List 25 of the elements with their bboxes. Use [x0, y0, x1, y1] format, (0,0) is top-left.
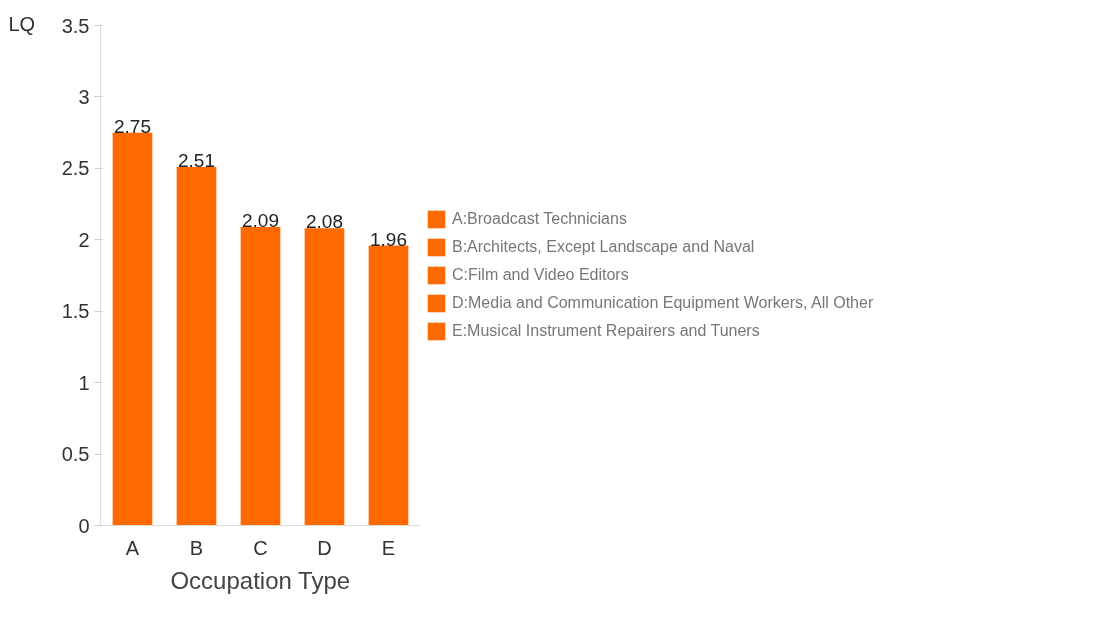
data-label: 2.75 [114, 115, 151, 137]
x-tick-label: C [253, 536, 268, 559]
data-label: 2.51 [178, 149, 215, 171]
legend-label: B:Architects, Except Landscape and Naval [452, 238, 755, 256]
legend-label: E:Musical Instrument Repairers and Tuners [452, 322, 760, 340]
y-tick-label: 2.5 [61, 157, 90, 180]
y-tick-label: 1 [78, 371, 90, 394]
x-tick-label: A [125, 536, 140, 559]
y-axis-title: LQ [8, 12, 36, 35]
y-tick-label: 2 [78, 228, 90, 251]
x-axis-title: Occupation Type [170, 566, 351, 594]
y-tick-label: 0.5 [61, 443, 90, 466]
y-tick-label: 3 [78, 85, 90, 108]
x-tick-label: E [381, 536, 396, 559]
y-tick-label: 3.5 [61, 14, 90, 37]
legend-label: D:Media and Communication Equipment Workers, All Other [452, 294, 874, 312]
y-tick-label: 1.5 [61, 300, 90, 323]
x-tick-label: B [189, 536, 204, 559]
data-label: 2.08 [306, 211, 343, 233]
data-label: 2.09 [242, 209, 279, 231]
data-label: 1.96 [370, 228, 407, 250]
y-tick-label: 0 [78, 514, 90, 537]
legend-label: C:Film and Video Editors [452, 266, 629, 284]
x-tick-label: D [317, 536, 332, 559]
legend-label: A:Broadcast Technicians [452, 210, 627, 228]
